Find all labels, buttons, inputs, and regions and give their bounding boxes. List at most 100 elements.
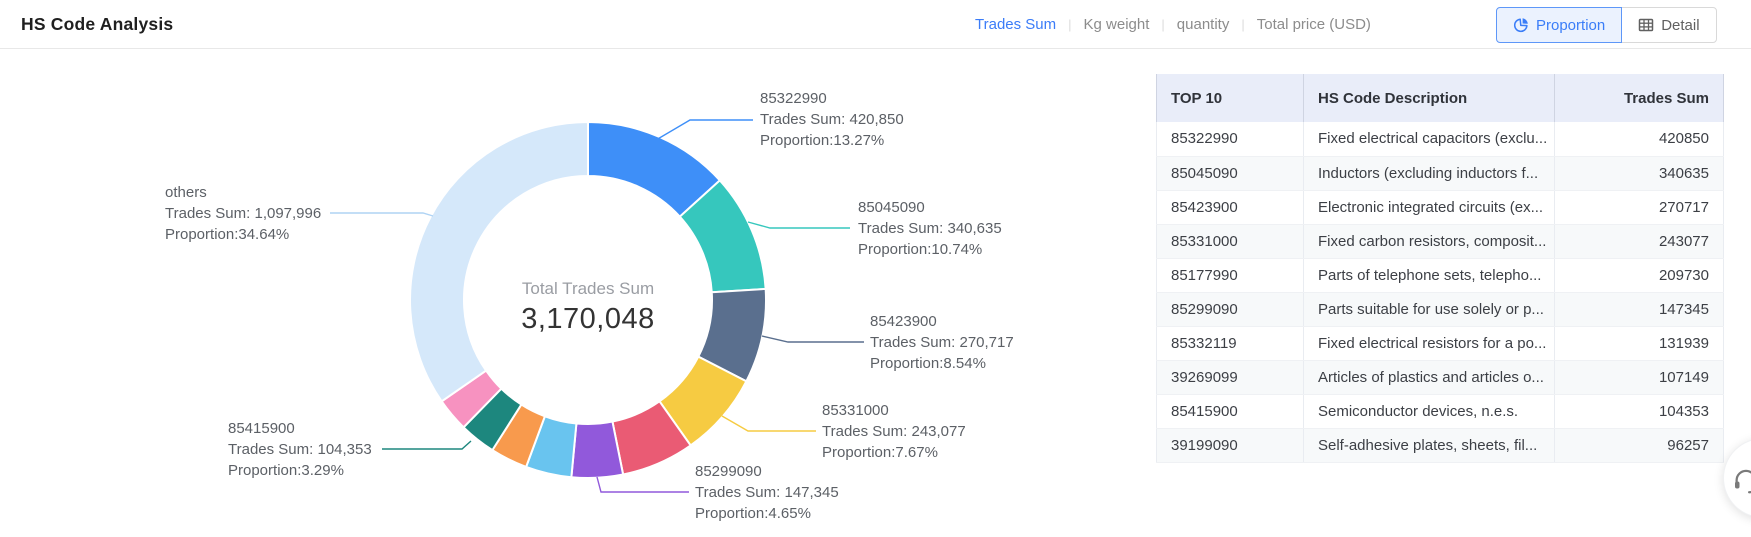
pie-label-leader-85045090 bbox=[747, 221, 850, 229]
pie-label-leader-85322990 bbox=[655, 119, 753, 141]
donut-center-caption: Total Trades Sum bbox=[521, 279, 655, 298]
pie-label-proportion: Proportion:8.54% bbox=[870, 355, 986, 372]
cell-description: Fixed electrical resistors for a po... bbox=[1303, 326, 1555, 361]
detail-button-label: Detail bbox=[1661, 16, 1700, 34]
cell-hs-code: 85415900 bbox=[1156, 394, 1304, 429]
pie-label-trades: Trades Sum: 243,077 bbox=[822, 423, 966, 440]
pie-label-85045090: 85045090 Trades Sum: 340,635 Proportion:… bbox=[858, 197, 1002, 260]
table-row[interactable]: 85045090 Inductors (excluding inductors f… bbox=[1156, 156, 1724, 191]
cell-description: Fixed electrical capacitors (exclu... bbox=[1303, 122, 1555, 157]
pie-label-trades: Trades Sum: 104,353 bbox=[228, 441, 372, 458]
tab-divider: | bbox=[1241, 17, 1245, 32]
cell-trades-sum: 270717 bbox=[1554, 190, 1724, 225]
pie-label-85322990: 85322990 Trades Sum: 420,850 Proportion:… bbox=[760, 88, 904, 151]
pie-label-code: 85045090 bbox=[858, 199, 925, 216]
table-row[interactable]: 85322990 Fixed electrical capacitors (exc… bbox=[1156, 122, 1724, 157]
pie-label-leader-others bbox=[330, 212, 434, 217]
table-row[interactable]: 85415900 Semiconductor devices, n.e.s. 104… bbox=[1156, 394, 1724, 429]
view-toggle-group: Proportion Detail bbox=[1496, 7, 1717, 43]
cell-description: Self-adhesive plates, sheets, fil... bbox=[1303, 428, 1555, 463]
cell-hs-code: 39199090 bbox=[1156, 428, 1304, 463]
cell-hs-code: 85299090 bbox=[1156, 292, 1304, 327]
detail-button[interactable]: Detail bbox=[1621, 7, 1717, 43]
pie-label-leader-85299090 bbox=[596, 476, 689, 493]
cell-trades-sum: 209730 bbox=[1554, 258, 1724, 293]
pie-label-trades: Trades Sum: 270,717 bbox=[870, 334, 1014, 351]
top10-table: TOP 10 HS Code Description Trades Sum 85… bbox=[1156, 74, 1724, 463]
cell-trades-sum: 96257 bbox=[1554, 428, 1724, 463]
pie-label-leader-85415900 bbox=[382, 440, 472, 450]
pie-label-leader-85423900 bbox=[761, 335, 864, 343]
pie-label-code: 85415900 bbox=[228, 420, 295, 437]
cell-trades-sum: 147345 bbox=[1554, 292, 1724, 327]
top10-table-container: TOP 10 HS Code Description Trades Sum 85… bbox=[1156, 74, 1724, 463]
pie-label-trades: Trades Sum: 340,635 bbox=[858, 220, 1002, 237]
metric-tabs: Trades Sum | Kg weight | quantity | Tota… bbox=[963, 0, 1383, 49]
col-header-trades-sum: Trades Sum bbox=[1554, 74, 1724, 122]
pie-label-leader-85331000 bbox=[721, 415, 816, 432]
page-header: HS Code Analysis Trades Sum | Kg weight … bbox=[0, 0, 1751, 49]
cell-trades-sum: 243077 bbox=[1554, 224, 1724, 259]
pie-label-proportion: Proportion:4.65% bbox=[695, 505, 811, 522]
table-row[interactable]: 85332119 Fixed electrical resistors for a… bbox=[1156, 326, 1724, 361]
cell-description: Fixed carbon resistors, composit... bbox=[1303, 224, 1555, 259]
tab-trades-sum[interactable]: Trades Sum bbox=[975, 16, 1057, 33]
table-row[interactable]: 85331000 Fixed carbon resistors, composit… bbox=[1156, 224, 1724, 259]
table-row[interactable]: 39269099 Articles of plastics and article… bbox=[1156, 360, 1724, 395]
pie-label-code: others bbox=[165, 184, 207, 201]
table-row[interactable]: 39199090 Self-adhesive plates, sheets, fi… bbox=[1156, 428, 1724, 463]
cell-description: Articles of plastics and articles o... bbox=[1303, 360, 1555, 395]
cell-trades-sum: 107149 bbox=[1554, 360, 1724, 395]
cell-trades-sum: 131939 bbox=[1554, 326, 1724, 361]
tab-kg-weight[interactable]: Kg weight bbox=[1083, 16, 1150, 33]
pie-label-others: others Trades Sum: 1,097,996 Proportion:… bbox=[165, 182, 321, 245]
tab-divider: | bbox=[1161, 17, 1165, 32]
col-header-top10: TOP 10 bbox=[1156, 74, 1304, 122]
pie-label-trades: Trades Sum: 420,850 bbox=[760, 111, 904, 128]
donut-center-total: Total Trades Sum 3,170,048 bbox=[438, 279, 738, 336]
proportion-button[interactable]: Proportion bbox=[1496, 7, 1623, 43]
pie-label-proportion: Proportion:13.27% bbox=[760, 132, 885, 149]
cell-description: Parts suitable for use solely or p... bbox=[1303, 292, 1555, 327]
cell-description: Inductors (excluding inductors f... bbox=[1303, 156, 1555, 191]
cell-description: Parts of telephone sets, telepho... bbox=[1303, 258, 1555, 293]
table-row[interactable]: 85299090 Parts suitable for use solely or… bbox=[1156, 292, 1724, 327]
pie-label-85331000: 85331000 Trades Sum: 243,077 Proportion:… bbox=[822, 400, 966, 463]
pie-chart-icon bbox=[1513, 17, 1529, 33]
pie-label-trades: Trades Sum: 147,345 bbox=[695, 484, 839, 501]
donut-center-value: 3,170,048 bbox=[521, 303, 655, 335]
pie-label-85423900: 85423900 Trades Sum: 270,717 Proportion:… bbox=[870, 311, 1014, 374]
cell-trades-sum: 340635 bbox=[1554, 156, 1724, 191]
pie-label-code: 85423900 bbox=[870, 313, 937, 330]
table-row[interactable]: 85423900 Electronic integrated circuits (… bbox=[1156, 190, 1724, 225]
tab-quantity[interactable]: quantity bbox=[1176, 16, 1230, 33]
pie-label-proportion: Proportion:3.29% bbox=[228, 462, 344, 479]
cell-description: Electronic integrated circuits (ex... bbox=[1303, 190, 1555, 225]
cell-hs-code: 85177990 bbox=[1156, 258, 1304, 293]
cell-hs-code: 85331000 bbox=[1156, 224, 1304, 259]
pie-label-proportion: Proportion:7.67% bbox=[822, 444, 938, 461]
cell-hs-code: 85322990 bbox=[1156, 122, 1304, 157]
cell-hs-code: 85423900 bbox=[1156, 190, 1304, 225]
cell-hs-code: 39269099 bbox=[1156, 360, 1304, 395]
donut-segment-others[interactable] bbox=[409, 120, 589, 403]
cell-trades-sum: 104353 bbox=[1554, 394, 1724, 429]
pie-label-proportion: Proportion:34.64% bbox=[165, 226, 290, 243]
tab-total-price-usd[interactable]: Total price (USD) bbox=[1256, 16, 1371, 33]
table-row[interactable]: 85177990 Parts of telephone sets, telepho… bbox=[1156, 258, 1724, 293]
cell-hs-code: 85045090 bbox=[1156, 156, 1304, 191]
tab-divider: | bbox=[1068, 17, 1072, 32]
cell-hs-code: 85332119 bbox=[1156, 326, 1304, 361]
pie-label-85415900: 85415900 Trades Sum: 104,353 Proportion:… bbox=[228, 418, 372, 481]
cell-description: Semiconductor devices, n.e.s. bbox=[1303, 394, 1555, 429]
pie-label-85299090: 85299090 Trades Sum: 147,345 Proportion:… bbox=[695, 461, 839, 524]
pie-label-code: 85299090 bbox=[695, 463, 762, 480]
pie-label-code: 85322990 bbox=[760, 90, 827, 107]
pie-label-code: 85331000 bbox=[822, 402, 889, 419]
cell-trades-sum: 420850 bbox=[1554, 122, 1724, 157]
pie-label-trades: Trades Sum: 1,097,996 bbox=[165, 205, 322, 222]
table-header-row: TOP 10 HS Code Description Trades Sum bbox=[1156, 74, 1724, 122]
col-header-description: HS Code Description bbox=[1303, 74, 1555, 122]
pie-label-proportion: Proportion:10.74% bbox=[858, 241, 983, 258]
